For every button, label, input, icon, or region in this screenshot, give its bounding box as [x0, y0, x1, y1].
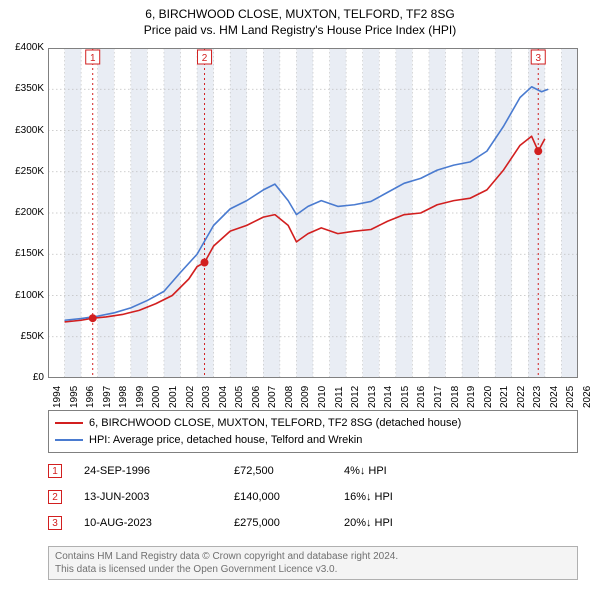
x-tick-label: 2007: [267, 386, 278, 408]
x-tick-label: 2006: [251, 386, 262, 408]
event-delta: 4% ↓ HPI: [344, 465, 464, 477]
x-tick-label: 2025: [565, 386, 576, 408]
x-tick-label: 2020: [483, 386, 494, 408]
x-tick-label: 2012: [350, 386, 361, 408]
x-tick-label: 2017: [433, 386, 444, 408]
legend-item: HPI: Average price, detached house, Telf…: [55, 432, 571, 449]
x-tick-label: 2015: [400, 386, 411, 408]
arrow-down-icon: ↓: [360, 465, 366, 477]
y-tick-label: £150K: [0, 248, 44, 259]
footer-line-2: This data is licensed under the Open Gov…: [55, 563, 571, 576]
legend-label: 6, BIRCHWOOD CLOSE, MUXTON, TELFORD, TF2…: [89, 415, 461, 432]
x-tick-label: 2022: [516, 386, 527, 408]
svg-text:3: 3: [535, 53, 541, 64]
chart-area: 1 2 3: [48, 48, 578, 378]
title-line-1: 6, BIRCHWOOD CLOSE, MUXTON, TELFORD, TF2…: [0, 6, 600, 22]
y-tick-label: £300K: [0, 125, 44, 136]
y-tick-label: £200K: [0, 207, 44, 218]
x-tick-label: 2009: [300, 386, 311, 408]
event-row: 2 13-JUN-2003£140,00016% ↓ HPI: [48, 484, 578, 510]
event-price: £275,000: [234, 517, 344, 529]
event-marker-box: 1: [48, 464, 62, 478]
y-tick-label: £100K: [0, 290, 44, 301]
event-row: 3 10-AUG-2023£275,00020% ↓ HPI: [48, 510, 578, 536]
event-delta: 20% ↓ HPI: [344, 517, 464, 529]
x-tick-label: 2019: [466, 386, 477, 408]
x-tick-label: 2010: [317, 386, 328, 408]
x-tick-label: 2016: [416, 386, 427, 408]
x-tick-label: 1998: [118, 386, 129, 408]
x-tick-label: 1994: [52, 386, 63, 408]
legend-box: 6, BIRCHWOOD CLOSE, MUXTON, TELFORD, TF2…: [48, 410, 578, 453]
y-tick-label: £0: [0, 372, 44, 383]
footer-attribution: Contains HM Land Registry data © Crown c…: [48, 546, 578, 580]
x-tick-label: 1997: [102, 386, 113, 408]
event-marker-box: 3: [48, 516, 62, 530]
x-tick-label: 2001: [168, 386, 179, 408]
event-price: £140,000: [234, 491, 344, 503]
event-delta: 16% ↓ HPI: [344, 491, 464, 503]
svg-text:1: 1: [90, 53, 96, 64]
event-row: 1 24-SEP-1996£72,5004% ↓ HPI: [48, 458, 578, 484]
title-line-2: Price paid vs. HM Land Registry's House …: [0, 22, 600, 38]
line-chart: 1 2 3: [48, 48, 578, 378]
event-marker-box: 2: [48, 490, 62, 504]
event-date: 10-AUG-2023: [84, 517, 234, 529]
x-tick-label: 2024: [549, 386, 560, 408]
x-tick-label: 2003: [201, 386, 212, 408]
arrow-down-icon: ↓: [366, 517, 372, 529]
chart-title-block: 6, BIRCHWOOD CLOSE, MUXTON, TELFORD, TF2…: [0, 0, 600, 38]
x-tick-label: 2005: [234, 386, 245, 408]
y-tick-label: £400K: [0, 42, 44, 53]
x-tick-label: 2004: [218, 386, 229, 408]
event-date: 13-JUN-2003: [84, 491, 234, 503]
x-tick-label: 2021: [499, 386, 510, 408]
x-tick-label: 1996: [85, 386, 96, 408]
x-tick-label: 1999: [135, 386, 146, 408]
x-tick-label: 2013: [367, 386, 378, 408]
svg-text:2: 2: [202, 53, 208, 64]
x-tick-label: 2026: [582, 386, 593, 408]
x-tick-label: 2008: [284, 386, 295, 408]
x-tick-label: 2002: [185, 386, 196, 408]
legend-swatch: [55, 439, 83, 441]
footer-line-1: Contains HM Land Registry data © Crown c…: [55, 550, 571, 563]
event-price: £72,500: [234, 465, 344, 477]
x-tick-label: 2018: [450, 386, 461, 408]
legend-label: HPI: Average price, detached house, Telf…: [89, 432, 362, 449]
y-tick-label: £50K: [0, 331, 44, 342]
legend-swatch: [55, 422, 83, 424]
arrow-down-icon: ↓: [366, 491, 372, 503]
y-tick-label: £350K: [0, 83, 44, 94]
page: 6, BIRCHWOOD CLOSE, MUXTON, TELFORD, TF2…: [0, 0, 600, 590]
events-table: 124-SEP-1996£72,5004% ↓ HPI213-JUN-2003£…: [48, 458, 578, 536]
legend-item: 6, BIRCHWOOD CLOSE, MUXTON, TELFORD, TF2…: [55, 415, 571, 432]
x-tick-label: 2000: [151, 386, 162, 408]
x-tick-label: 2023: [532, 386, 543, 408]
y-tick-label: £250K: [0, 166, 44, 177]
x-tick-label: 1995: [69, 386, 80, 408]
x-tick-label: 2014: [383, 386, 394, 408]
x-tick-label: 2011: [334, 386, 345, 408]
event-date: 24-SEP-1996: [84, 465, 234, 477]
